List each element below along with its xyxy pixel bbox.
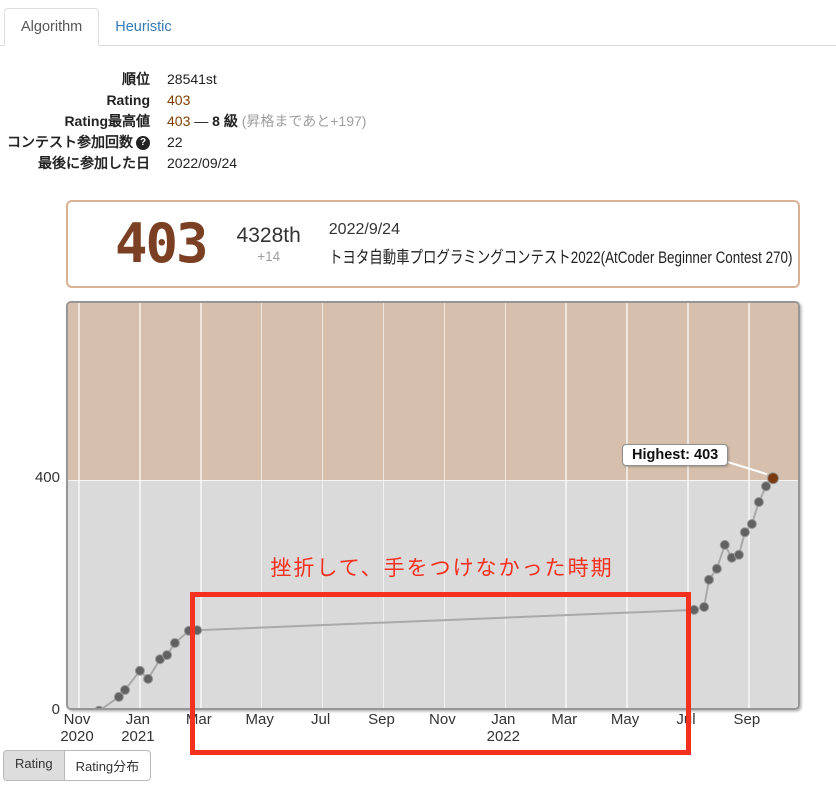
rating-chart-plot[interactable]	[66, 301, 800, 710]
stat-row: 最後に参加した日 2022/09/24	[0, 153, 366, 174]
slump-highlight-rectangle	[190, 592, 691, 755]
stat-value: 403 — 8 級 (昇格まであと+197)	[167, 111, 366, 132]
y-tick-label: 400	[34, 468, 60, 486]
latest-contest-date: 2022/9/24	[328, 220, 400, 238]
x-tick-label: Jul	[311, 711, 331, 728]
rating-point[interactable]	[704, 574, 714, 585]
rating-point[interactable]	[120, 685, 130, 695]
x-tick-label: May	[245, 711, 274, 728]
rating-point[interactable]	[739, 527, 750, 538]
stat-value-part: 22	[167, 134, 183, 150]
rating-point[interactable]	[761, 481, 771, 492]
stat-value-part: 2022/09/24	[167, 155, 238, 171]
gridline-vertical	[260, 303, 263, 708]
gridline-vertical	[504, 303, 507, 708]
rating-point[interactable]	[733, 549, 744, 560]
x-tick-label: Sep	[368, 711, 395, 728]
stat-value-part: 28541st	[167, 71, 217, 87]
stat-label: Rating	[106, 92, 150, 108]
gridline-vertical	[200, 303, 202, 708]
gridline-vertical	[139, 303, 141, 708]
latest-rank-block: 4328th +14	[237, 224, 301, 264]
latest-rating-diff: +14	[257, 249, 281, 264]
x-tick-label: Nov	[429, 711, 456, 728]
x-tick-label: Mar	[551, 711, 578, 728]
x-tick-label: Sep	[733, 711, 761, 728]
rating-point[interactable]	[162, 650, 172, 661]
gridline-vertical	[382, 303, 385, 708]
tab-algorithm[interactable]: Algorithm	[4, 8, 100, 46]
rating-line-series	[94, 472, 779, 710]
stat-value: 22	[167, 132, 183, 153]
latest-rating-value: 403	[115, 212, 209, 275]
slump-annotation-text: 挫折して、手をつけなかった時期	[270, 557, 614, 580]
stat-value: 2022/09/24	[167, 153, 237, 174]
stat-label: 最後に参加した日	[38, 155, 150, 171]
x-tick-label: May	[610, 711, 640, 728]
rating-point[interactable]	[143, 673, 154, 684]
gridline-horizontal	[68, 479, 798, 481]
stat-value-part: 403	[167, 113, 191, 129]
rating-chart: 0 400 Nov 2020 Jan 2021 Mar May Jul Sep Nov Jan 202…	[35, 301, 800, 755]
latest-contest-name[interactable]: トヨタ自動車プログラミングコンテスト2022(AtCoder Beginner …	[328, 247, 793, 267]
stat-value: 28541st	[167, 69, 217, 90]
stat-label: コンテスト参加回数?	[0, 132, 150, 153]
stat-value: 403	[167, 90, 190, 111]
y-tick-label: 0	[51, 701, 60, 718]
gridline-vertical	[687, 303, 689, 708]
rating-point[interactable]	[746, 519, 757, 529]
rating-point[interactable]	[711, 563, 722, 574]
x-tick-label: Nov 2020	[60, 711, 94, 745]
help-circle-icon[interactable]: ?	[136, 135, 150, 150]
stat-row: コンテスト参加回数? 22	[0, 132, 366, 153]
rating-point[interactable]	[719, 539, 730, 550]
x-tick-label: Jan 2022	[486, 711, 520, 745]
rating-point[interactable]	[134, 665, 145, 676]
tab-heuristic[interactable]: Heuristic	[115, 19, 172, 35]
rating-point[interactable]	[169, 638, 180, 648]
gridline-vertical	[78, 303, 80, 708]
gridline-vertical	[321, 303, 324, 708]
gridline-vertical	[565, 303, 567, 708]
contest-type-tabbar: Algorithm Heuristic	[0, 0, 836, 46]
gridline-vertical	[626, 303, 628, 708]
stat-label: Rating最高値	[64, 113, 150, 129]
gridline-vertical	[748, 303, 750, 708]
latest-contest-box: 403 4328th +14 2022/9/24 トヨタ自動車プログラミングコン…	[66, 200, 800, 288]
latest-rank: 4328th	[236, 224, 301, 247]
rating-stats-table: 順位 28541st Rating 403 Rating最高値 403 — 8 級 (昇格…	[0, 69, 366, 174]
gridline-vertical	[443, 303, 446, 708]
stat-row: Rating 403	[0, 90, 366, 111]
stat-label: 順位	[122, 71, 150, 87]
x-tick-label: Jan 2021	[121, 711, 155, 745]
highest-rating-point[interactable]	[767, 472, 779, 485]
stat-value-part: (昇格まであと+197)	[237, 113, 367, 129]
stat-row: 順位 28541st	[0, 69, 366, 90]
chart-view-switcher: Rating Rating分布	[3, 750, 152, 781]
rating-point[interactable]	[699, 602, 710, 612]
stat-row: Rating最高値 403 — 8 級 (昇格まであと+197)	[0, 111, 366, 132]
highest-rating-tooltip: Highest: 403	[622, 444, 729, 466]
stat-value-part: —	[190, 113, 213, 129]
latest-contest-info: 2022/9/24 トヨタ自動車プログラミングコンテスト2022(AtCoder…	[329, 221, 836, 268]
chart-view-button-distribution[interactable]: Rating分布	[64, 750, 152, 781]
rating-point[interactable]	[753, 497, 764, 507]
stat-value-part: 8 級	[212, 113, 238, 129]
chart-view-button-rating[interactable]: Rating	[3, 750, 65, 781]
stat-value-part: 403	[167, 92, 191, 108]
rating-point[interactable]	[113, 691, 124, 702]
rating-point[interactable]	[94, 705, 104, 710]
